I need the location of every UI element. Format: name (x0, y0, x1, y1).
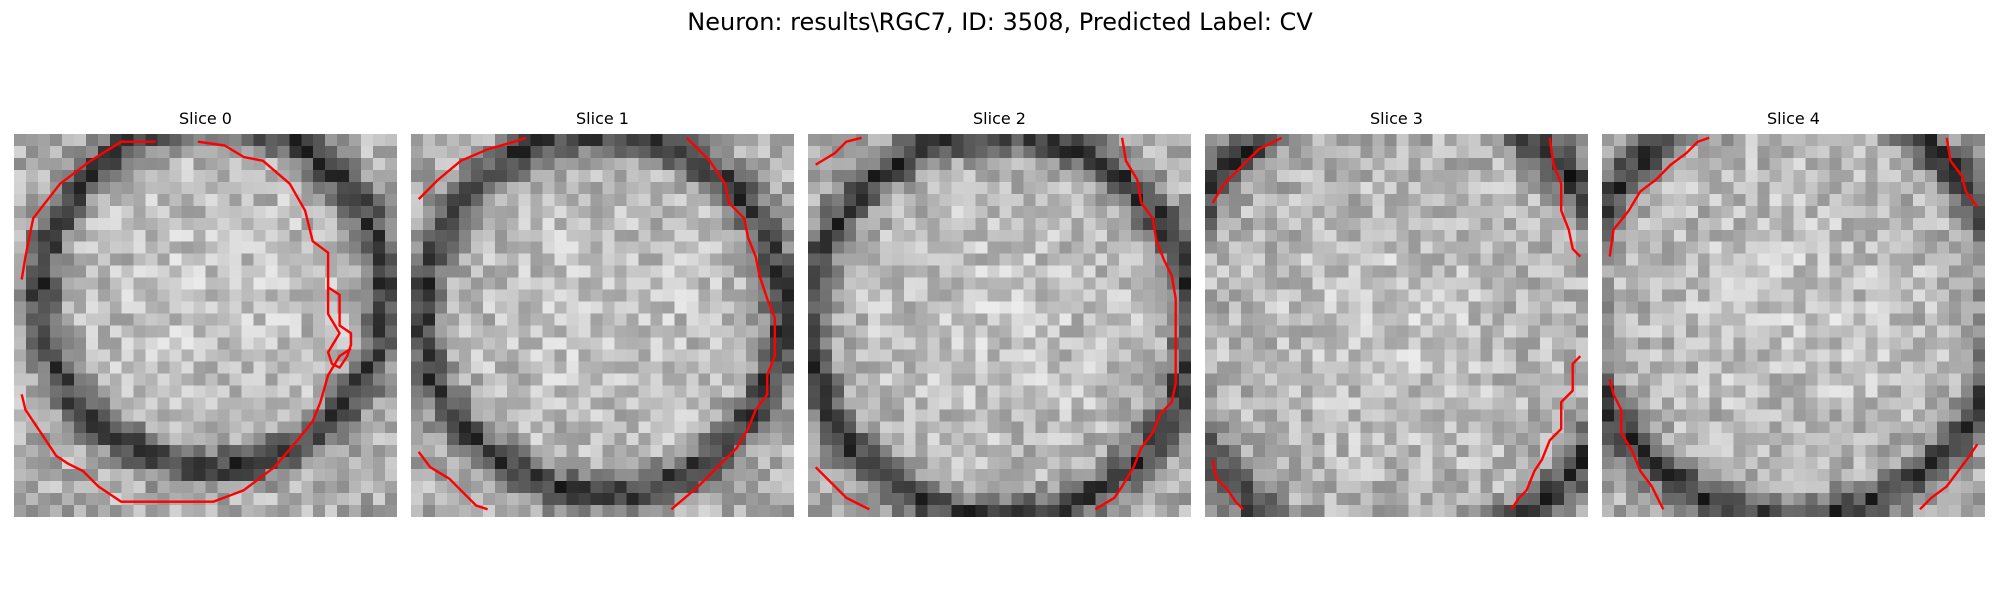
pixel-grid (808, 134, 1191, 517)
contour-line (417, 136, 527, 200)
slice-title: Slice 3 (1370, 109, 1423, 128)
slice-panel-4: Slice 4 (1602, 108, 1985, 517)
slice-image-2 (808, 134, 1191, 517)
contour-line (1945, 137, 1979, 208)
slice-image-3 (1205, 134, 1588, 517)
slice-panel-3: Slice 3 (1205, 108, 1588, 517)
slice-title: Slice 0 (179, 109, 232, 128)
pixel-grid (1602, 134, 1985, 517)
slice-image-0 (14, 134, 397, 517)
slice-panel-1: Slice 1 (411, 108, 794, 517)
contour-line (815, 136, 862, 166)
contour-line (1548, 137, 1582, 258)
contour-line (197, 140, 353, 369)
contour-line (1510, 355, 1582, 510)
contour-line (20, 347, 352, 503)
contour-line (1094, 137, 1177, 511)
slice-panel-0: Slice 0 (14, 108, 397, 517)
slice-title: Slice 1 (576, 109, 629, 128)
contour-line (1608, 136, 1710, 257)
contour-line (814, 466, 870, 511)
pixel-grid (1205, 134, 1588, 517)
slice-title: Slice 2 (973, 109, 1026, 128)
contour-line (20, 140, 156, 280)
contour-line (670, 136, 776, 511)
slice-image-1 (411, 134, 794, 517)
contour-line (417, 451, 488, 511)
contour-line (1211, 459, 1245, 511)
contour-line (1211, 136, 1283, 204)
slice-panel-2: Slice 2 (808, 108, 1191, 517)
pixel-grid (14, 134, 397, 517)
pixel-grid (411, 134, 794, 517)
figure-title: Neuron: results\RGC7, ID: 3508, Predicte… (687, 8, 1313, 36)
contour-line (1919, 443, 1979, 511)
contour-line (1608, 378, 1665, 510)
slice-image-4 (1602, 134, 1985, 517)
slice-title: Slice 4 (1767, 109, 1820, 128)
